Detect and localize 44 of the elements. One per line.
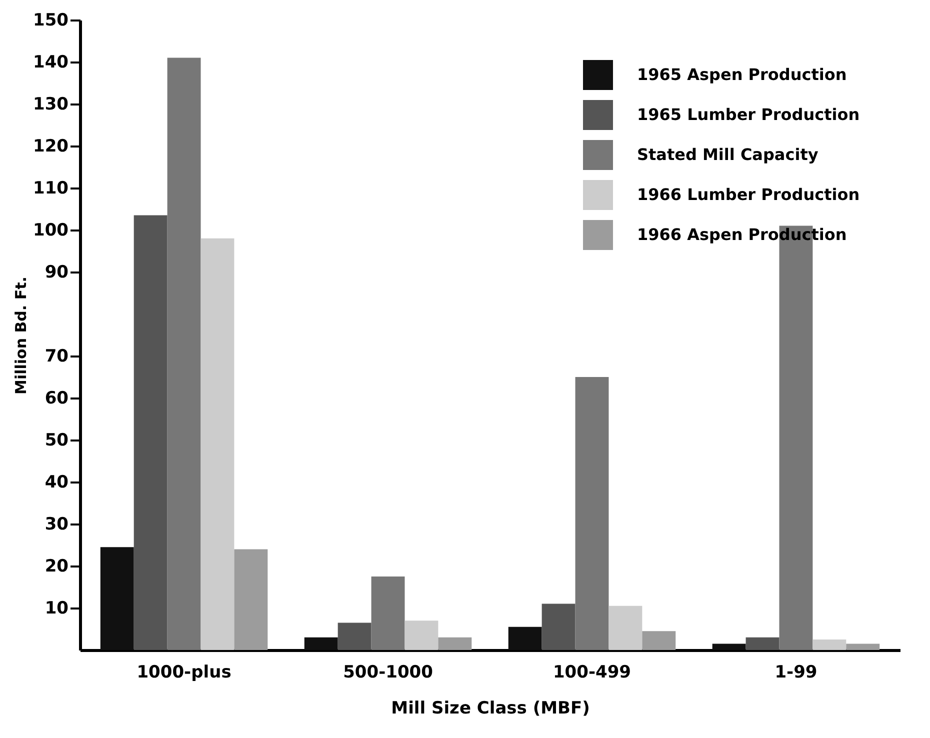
bar	[404, 620, 438, 650]
bar	[575, 377, 609, 650]
x-tick-label: 1-99	[774, 662, 818, 682]
y-tick-label: 110	[33, 178, 69, 198]
y-axis-title: Million Bd. Ft.	[12, 276, 30, 394]
y-tick-label: 40	[44, 472, 69, 492]
bar	[846, 644, 880, 650]
legend-label: 1965 Aspen Production	[637, 65, 847, 84]
bar	[371, 576, 405, 650]
x-tick-label: 1000-plus	[136, 662, 232, 682]
bar	[608, 606, 642, 650]
bar	[234, 549, 268, 650]
y-tick-label: 70	[44, 346, 69, 366]
y-tick-label: 100	[33, 220, 69, 240]
y-tick-label: 140	[33, 52, 69, 72]
bar	[200, 238, 234, 650]
bar	[438, 637, 472, 650]
y-tick-label: 30	[44, 514, 69, 534]
legend-label: 1966 Aspen Production	[637, 225, 847, 244]
bar	[712, 644, 746, 650]
bar	[100, 547, 134, 650]
bar	[134, 215, 168, 650]
bar	[338, 622, 372, 650]
x-tick-label: 100-499	[552, 662, 632, 682]
bar	[508, 626, 542, 650]
legend-label: 1966 Lumber Production	[637, 185, 860, 204]
y-tick-label: 60	[44, 388, 69, 408]
bar	[542, 604, 576, 650]
bar	[812, 640, 846, 650]
bar	[167, 58, 201, 650]
legend-label: Stated Mill Capacity	[637, 145, 819, 164]
bar	[304, 637, 338, 650]
bar	[746, 637, 780, 650]
x-axis-title: Mill Size Class (MBF)	[391, 698, 590, 718]
y-tick-label: 10	[44, 598, 69, 618]
y-tick-label: 90	[44, 262, 69, 282]
y-tick-label: 120	[33, 136, 69, 156]
bar	[642, 631, 676, 650]
y-tick-label: 130	[33, 94, 69, 114]
y-tick-label: 150	[33, 10, 69, 30]
x-tick-label: 500-1000	[343, 662, 434, 682]
y-tick-label: 50	[44, 430, 69, 450]
y-tick-label: 20	[44, 556, 69, 576]
legend-label: 1965 Lumber Production	[637, 105, 860, 124]
